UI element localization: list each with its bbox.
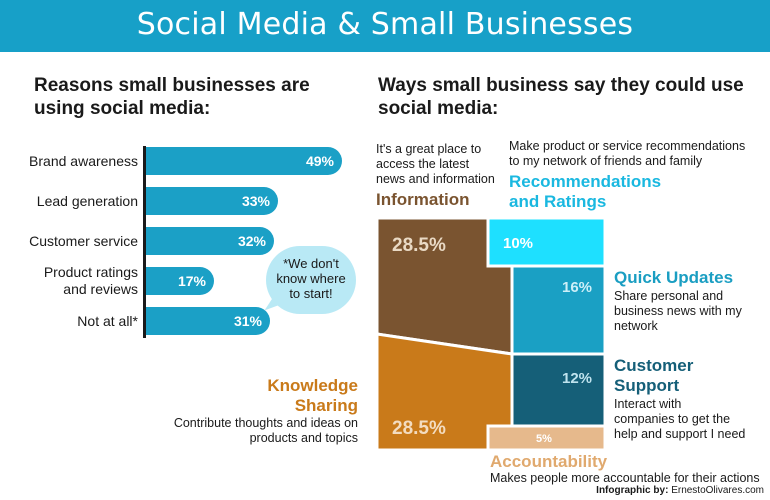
block-value-label: 16% xyxy=(562,279,592,296)
block-value-label: 12% xyxy=(562,370,592,387)
customer-support-title: Customer Support xyxy=(614,356,764,396)
customer-support-desc-line: Interact with xyxy=(614,397,682,411)
left-heading-line-2: using social media: xyxy=(34,98,211,119)
information-title: Information xyxy=(376,190,470,209)
recommendations-title-line: Recommendations xyxy=(509,172,662,191)
accountability-desc-line: Makes people more accountable for their … xyxy=(490,471,760,485)
information-desc-line: It's a great place to xyxy=(376,142,482,156)
bar xyxy=(146,267,214,295)
quick-updates-desc-line: network xyxy=(614,319,658,333)
right-heading-line-2: social media: xyxy=(378,98,499,119)
bar-value-label: 17% xyxy=(177,273,206,289)
bar xyxy=(146,227,274,255)
bar-value-label: 33% xyxy=(241,193,270,209)
recommendations-title: Recommendations and Ratings xyxy=(509,172,729,212)
customer-support-desc-line: help and support I need xyxy=(614,427,746,441)
knowledge-sharing-desc-line: products and topics xyxy=(249,431,358,445)
block-value-label: 10% xyxy=(503,235,533,252)
bar-category-label: Customer service xyxy=(8,233,138,250)
bar-chart-axis xyxy=(143,146,146,338)
information-desc: It's a great place to access the latest ne… xyxy=(376,142,506,187)
block-value-label: 5% xyxy=(536,433,552,445)
credit-prefix: Infographic by: xyxy=(596,485,669,496)
bar-category-label-line: Brand awareness xyxy=(29,152,138,169)
recommendations-title-line: and Ratings xyxy=(509,192,607,211)
bubble-line-3: to start! xyxy=(289,286,333,301)
bar-category-label-line: Customer service xyxy=(29,232,138,249)
bar xyxy=(146,187,278,215)
bar-category-label: Not at all* xyxy=(8,313,138,330)
speech-bubble xyxy=(266,246,356,314)
recommendations-desc: Make product or service recommendations t… xyxy=(509,139,759,169)
accountability-title: Accountability xyxy=(490,452,608,471)
bar-category-label-line: Lead generation xyxy=(36,192,138,209)
bar xyxy=(146,307,270,335)
block-accountability xyxy=(486,424,607,452)
knowledge-sharing-title: Knowledge Sharing xyxy=(230,376,358,416)
speech-bubble-text: *We don't know where to start! xyxy=(268,256,354,301)
credit-line: Infographic by: ErnestoOlivares.com xyxy=(596,485,764,496)
bubble-line-1: *We don't xyxy=(283,256,339,271)
bar-category-label-line: Product ratings xyxy=(43,264,138,280)
accountability-desc: Makes people more accountable for their … xyxy=(490,471,760,486)
bar-category-label: Lead generation xyxy=(8,193,138,210)
quick-updates-title: Quick Updates xyxy=(614,268,734,287)
quick-updates-desc: Share personal and business news with my n… xyxy=(614,289,764,334)
block-value-label: 28.5% xyxy=(392,235,446,256)
bar-value-label: 32% xyxy=(237,233,266,249)
customer-support-title-line: Customer xyxy=(614,356,694,375)
bar xyxy=(146,147,342,175)
information-desc-line: access the latest xyxy=(376,157,470,171)
recommendations-desc-line: Make product or service recommendations xyxy=(509,139,746,153)
left-heading-line-1: Reasons small businesses are xyxy=(34,75,310,96)
knowledge-sharing-desc: Contribute thoughts and ideas on products… xyxy=(168,416,358,446)
quick-updates-desc-line: business news with my xyxy=(614,304,742,318)
knowledge-sharing-title-line: Sharing xyxy=(294,396,358,415)
customer-support-desc-line: companies to get the xyxy=(614,412,731,426)
recommendations-desc-line: to my network of friends and family xyxy=(509,154,703,168)
page-title: Social Media & Small Businesses xyxy=(136,7,634,42)
information-desc-line: news and information xyxy=(376,172,495,186)
bar-category-label-line: Not at all* xyxy=(77,312,138,329)
right-heading-line-1: Ways small business say they could use xyxy=(378,75,744,96)
title-banner: Social Media & Small Businesses xyxy=(0,0,770,52)
bar-value-label: 49% xyxy=(305,153,334,169)
bubble-line-2: know where xyxy=(276,271,346,286)
right-chart-heading: Ways small business say they could use s… xyxy=(378,74,744,120)
bar-category-label: Product ratings and reviews xyxy=(8,264,138,298)
block-customer-support xyxy=(510,352,607,428)
bar-category-label-line: and reviews xyxy=(63,281,138,297)
quick-updates-desc-line: Share personal and xyxy=(614,289,724,303)
knowledge-sharing-title-line: Knowledge xyxy=(267,376,358,395)
knowledge-sharing-desc-line: Contribute thoughts and ideas on xyxy=(173,416,358,430)
bar-category-label: Brand awareness xyxy=(8,153,138,170)
customer-support-title-line: Support xyxy=(614,376,680,395)
left-chart-heading: Reasons small businesses are using socia… xyxy=(34,74,310,120)
bar-value-label: 31% xyxy=(233,313,262,329)
customer-support-desc: Interact with companies to get the help an… xyxy=(614,397,764,442)
block-value-label: 28.5% xyxy=(392,418,446,439)
credit-name: ErnestoOlivares.com xyxy=(671,485,764,496)
